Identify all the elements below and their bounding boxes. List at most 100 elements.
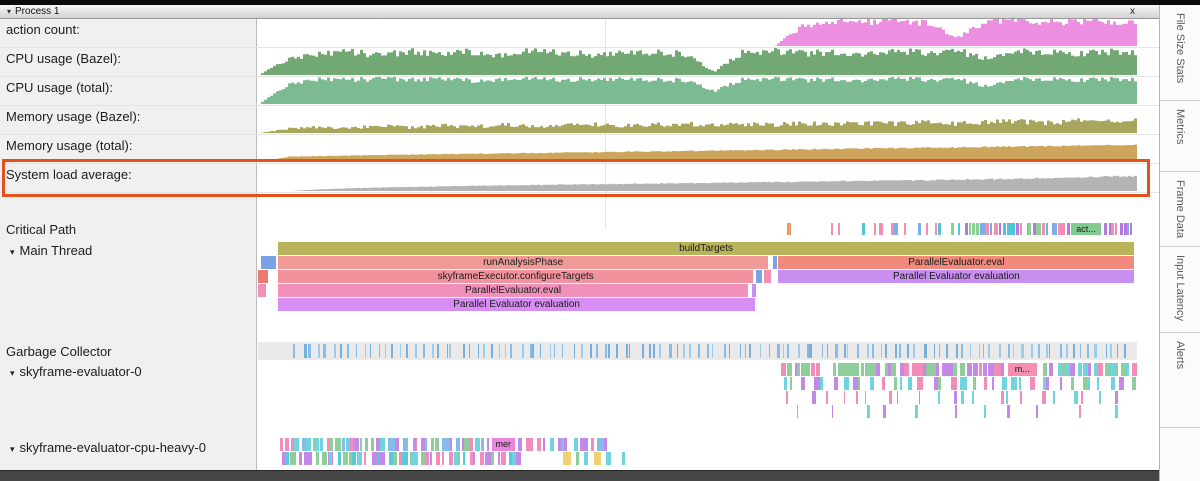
trace-event-slice[interactable]: [346, 438, 352, 451]
trace-event-slice[interactable]: [653, 344, 655, 358]
trace-event-slice[interactable]: [982, 344, 985, 358]
trace-event-slice[interactable]: [1043, 377, 1046, 390]
trace-event-slice[interactable]: [284, 452, 289, 465]
trace-event-slice[interactable]: [1111, 223, 1115, 235]
trace-event-slice[interactable]: [1020, 223, 1023, 235]
trace-event-slice[interactable]: [907, 344, 910, 358]
trace-event-slice[interactable]: [1073, 344, 1076, 358]
trace-event-slice[interactable]: [1006, 405, 1010, 418]
trace-event-slice[interactable]: [1094, 344, 1097, 358]
trace-event-slice[interactable]: [904, 363, 910, 376]
main-thread-track[interactable]: buildTargets runAnalysisPhase ParallelEval…: [258, 242, 1137, 312]
trace-event-slice[interactable]: [834, 377, 838, 390]
tab-alerts[interactable]: Alerts: [1160, 333, 1200, 428]
trace-event-slice[interactable]: [290, 438, 294, 451]
trace-event-slice[interactable]: [1087, 363, 1092, 376]
trace-event-slice[interactable]: [1096, 377, 1100, 390]
trace-event-slice[interactable]: [1053, 391, 1055, 404]
slice-parallelevaluator-eval[interactable]: ParallelEvaluator.eval: [277, 284, 749, 297]
trace-event-slice[interactable]: [904, 223, 907, 235]
trace-event-slice[interactable]: [798, 344, 800, 358]
trace-event-slice[interactable]: [337, 452, 341, 465]
trace-event-slice[interactable]: [706, 344, 709, 358]
trace-event-slice[interactable]: [387, 438, 391, 451]
trace-event-slice[interactable]: [432, 344, 435, 358]
skyframe-evaluator-cpu-heavy-0-row-1[interactable]: [258, 452, 1137, 466]
trace-event-slice[interactable]: [1079, 405, 1081, 418]
trace-event-slice[interactable]: [804, 363, 811, 376]
trace-event-slice[interactable]: [924, 344, 927, 358]
trace-event-slice[interactable]: [933, 344, 936, 358]
trace-event-slice[interactable]: [951, 377, 957, 390]
trace-event-slice[interactable]: [421, 438, 425, 451]
trace-event-slice[interactable]: [969, 223, 972, 235]
trace-event-slice[interactable]: [1066, 344, 1068, 358]
trace-event-slice[interactable]: [1057, 363, 1065, 376]
slice[interactable]: [258, 270, 268, 283]
trace-event-slice[interactable]: [855, 391, 858, 404]
trace-event-slice[interactable]: [938, 344, 940, 358]
trace-event-slice[interactable]: [809, 344, 812, 358]
trace-event-slice[interactable]: [810, 363, 816, 376]
trace-event-slice[interactable]: [959, 363, 965, 376]
trace-event-slice[interactable]: [486, 438, 490, 451]
slice-buildtargets[interactable]: buildTargets: [277, 242, 1135, 255]
trace-event-slice[interactable]: [1001, 391, 1004, 404]
trace-event-slice[interactable]: [925, 363, 933, 376]
trace-event-slice[interactable]: [400, 344, 402, 358]
trace-event-slice[interactable]: [442, 438, 447, 451]
trace-event-slice[interactable]: [918, 391, 921, 404]
trace-event-slice[interactable]: [1066, 223, 1070, 235]
trace-event-slice[interactable]: [405, 344, 408, 358]
trace-event-slice[interactable]: [518, 438, 522, 451]
trace-event-slice[interactable]: [525, 438, 531, 451]
trace-event-slice[interactable]: [869, 377, 875, 390]
trace-event-slice[interactable]: [724, 344, 727, 358]
trace-event-slice[interactable]: [1029, 377, 1035, 390]
trace-event-slice[interactable]: [574, 438, 579, 451]
trace-event-slice[interactable]: [353, 438, 359, 451]
trace-event-slice[interactable]: [445, 438, 451, 451]
trace-event-slice[interactable]: [1114, 363, 1119, 376]
trace-event-slice[interactable]: [676, 344, 678, 358]
trace-event-slice[interactable]: [402, 438, 406, 451]
trace-event-slice[interactable]: [979, 344, 981, 358]
counter-chart-memory-bazel[interactable]: [258, 106, 1137, 133]
trace-event-slice[interactable]: [564, 438, 567, 451]
trace-event-slice[interactable]: [811, 391, 816, 404]
trace-event-slice[interactable]: [388, 452, 394, 465]
trace-event-slice[interactable]: [1042, 223, 1045, 235]
trace-event-slice[interactable]: [604, 438, 608, 451]
trace-event-slice[interactable]: [404, 438, 408, 451]
trace-event-slice[interactable]: [580, 344, 583, 358]
trace-event-slice[interactable]: [831, 405, 834, 418]
trace-event-slice[interactable]: [590, 438, 594, 451]
trace-event-slice[interactable]: [941, 363, 950, 376]
trace-event-slice[interactable]: [359, 438, 363, 451]
slice[interactable]: [258, 284, 266, 297]
trace-event-slice[interactable]: [1028, 223, 1032, 235]
trace-event-slice[interactable]: [922, 363, 929, 376]
trace-event-slice[interactable]: [659, 344, 661, 358]
trace-event-slice[interactable]: [328, 452, 332, 465]
trace-event-slice[interactable]: [873, 223, 876, 235]
trace-event-slice[interactable]: [379, 438, 386, 451]
trace-event-slice[interactable]: [1086, 377, 1091, 390]
slice[interactable]: [773, 256, 778, 269]
trace-event-slice[interactable]: [819, 377, 823, 390]
trace-event-slice[interactable]: [882, 377, 885, 390]
trace-event-slice[interactable]: [499, 344, 501, 358]
trace-event-slice[interactable]: [897, 391, 899, 404]
trace-event-slice[interactable]: [984, 377, 988, 390]
trace-event-slice[interactable]: [912, 344, 916, 358]
trace-event-slice[interactable]: [956, 344, 959, 358]
trace-event-slice[interactable]: [1116, 344, 1119, 358]
trace-event-slice[interactable]: [437, 344, 440, 358]
trace-event-slice[interactable]: [867, 344, 869, 358]
trace-event-slice[interactable]: [1115, 405, 1118, 418]
trace-event-slice[interactable]: [843, 377, 849, 390]
trace-event-slice[interactable]: [988, 344, 991, 358]
trace-event-slice[interactable]: [1045, 344, 1049, 358]
trace-event-slice[interactable]: [521, 344, 524, 358]
trace-event-slice[interactable]: [815, 363, 821, 376]
